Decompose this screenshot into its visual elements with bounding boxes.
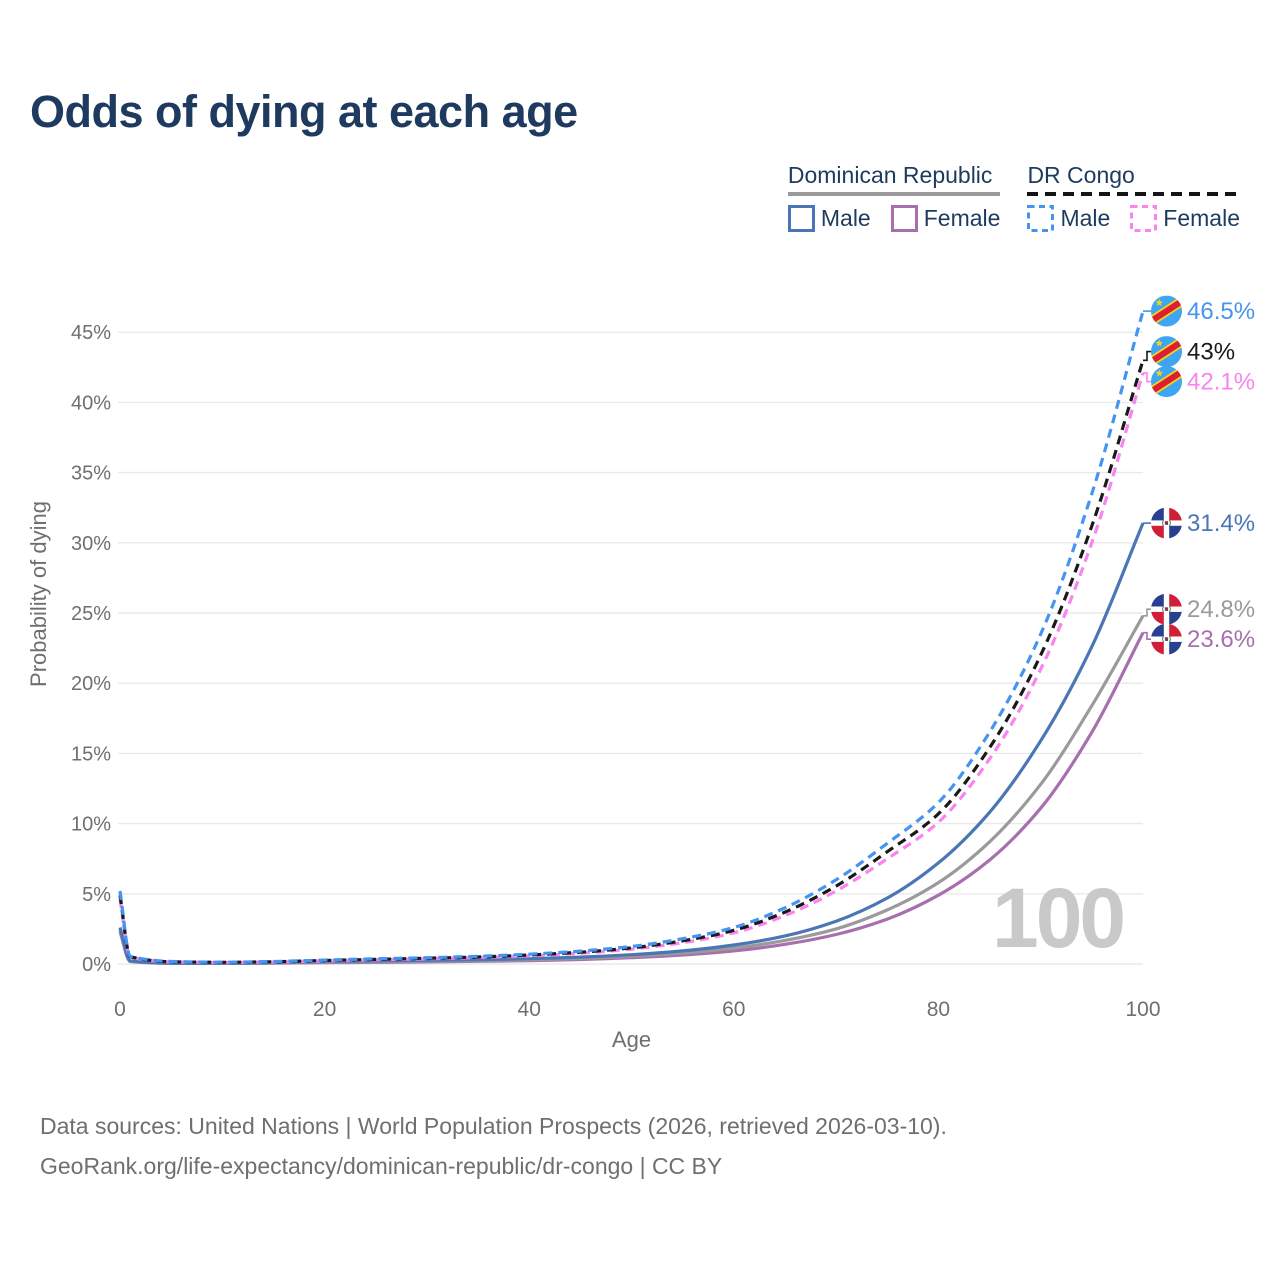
y-tick-label-45: 45% bbox=[71, 322, 111, 344]
legend: Dominican Republic Male Female DR Congo Male… bbox=[787, 162, 1240, 232]
y-tick-label-40: 40% bbox=[71, 392, 111, 414]
legend-group-title-dominican-republic: Dominican Republic bbox=[787, 162, 993, 188]
x-axis-title: Age bbox=[612, 1027, 651, 1052]
legend-underline-solid bbox=[787, 192, 1001, 196]
legend-items-row: Male Female bbox=[1027, 205, 1240, 232]
x-tick-label-60: 60 bbox=[722, 998, 745, 1021]
end-value-label-dr-congo-both-sexes: 43% bbox=[1187, 339, 1235, 366]
dominican-republic-flag-icon bbox=[1151, 508, 1182, 539]
y-tick-label-5: 5% bbox=[82, 884, 111, 906]
end-label-connector-dominican-republic-female bbox=[1143, 631, 1151, 640]
x-tick-label-20: 20 bbox=[313, 998, 336, 1021]
series-line-dr-congo-male bbox=[118, 310, 1145, 964]
legend-item-dr-congo-female[interactable]: Female bbox=[1130, 205, 1240, 232]
y-tick-label-15: 15% bbox=[71, 743, 111, 765]
legend-item-dominican-republic-male[interactable]: Male bbox=[787, 205, 871, 232]
footer: Data sources: United Nations | World Pop… bbox=[40, 1106, 947, 1186]
x-tick-label-40: 40 bbox=[518, 998, 541, 1021]
series-line-dr-congo-both-sexes bbox=[118, 359, 1145, 964]
end-value-label-dr-congo-male: 46.5% bbox=[1187, 298, 1255, 325]
legend-item-label: Female bbox=[1163, 205, 1240, 231]
end-label-connector-dr-congo-both-sexes bbox=[1143, 350, 1151, 362]
y-tick-label-25: 25% bbox=[71, 603, 111, 625]
y-axis-title: Probability of dying bbox=[26, 501, 51, 687]
age-counter-watermark: 100 bbox=[992, 871, 1126, 965]
legend-swatch-icon bbox=[890, 205, 918, 232]
legend-swatch-icon bbox=[787, 205, 815, 232]
series-line-dominican-republic-both-sexes bbox=[118, 615, 1145, 966]
end-label-connector-dominican-republic-both-sexes bbox=[1143, 608, 1151, 617]
end-value-label-dominican-republic-both-sexes: 24.8% bbox=[1187, 596, 1255, 623]
legend-group-title-dr-congo: DR Congo bbox=[1027, 162, 1135, 188]
legend-swatch-icon bbox=[1027, 205, 1055, 232]
dominican-republic-flag-icon bbox=[1151, 594, 1182, 625]
y-tick-label-35: 35% bbox=[71, 463, 111, 485]
legend-item-label: Male bbox=[1060, 205, 1111, 231]
series-line-dr-congo-female bbox=[118, 372, 1145, 965]
end-value-label-dr-congo-female: 42.1% bbox=[1187, 369, 1255, 396]
x-tick-label-80: 80 bbox=[927, 998, 950, 1021]
legend-group-dominican-republic: Dominican Republic Male Female bbox=[787, 162, 1001, 232]
y-tick-label-10: 10% bbox=[71, 814, 111, 836]
end-label-connector-dr-congo-female bbox=[1143, 372, 1151, 383]
end-value-label-dominican-republic-male: 31.4% bbox=[1187, 510, 1255, 537]
legend-items-row: Male Female bbox=[787, 205, 1001, 232]
line-chart: 0% 5% 10% 15% 20% 25% 30% 35% 40% 45% 0 20 40 60 80 100… bbox=[26, 0, 1255, 1052]
series-line-dominican-republic-female bbox=[118, 631, 1145, 965]
legend-group-dr-congo: DR Congo Male Female bbox=[1027, 162, 1240, 232]
footer-attribution-line: GeoRank.org/life-expectancy/dominican-re… bbox=[40, 1153, 723, 1179]
dominican-republic-flag-icon bbox=[1151, 624, 1182, 655]
x-tick-label-0: 0 bbox=[114, 998, 126, 1021]
footer-sources-line: Data sources: United Nations | World Pop… bbox=[40, 1113, 947, 1139]
x-tick-label-100: 100 bbox=[1125, 998, 1160, 1021]
page-title: Odds of dying at each age bbox=[30, 86, 578, 137]
legend-item-dominican-republic-female[interactable]: Female bbox=[890, 205, 1001, 232]
legend-underline-dashed bbox=[1027, 192, 1240, 196]
legend-item-label: Male bbox=[820, 205, 871, 231]
y-tick-label-30: 30% bbox=[71, 533, 111, 555]
end-value-label-dominican-republic-female: 23.6% bbox=[1187, 626, 1255, 653]
y-tick-label-0: 0% bbox=[82, 954, 111, 976]
y-tick-label-20: 20% bbox=[71, 673, 111, 695]
legend-item-label: Female bbox=[923, 205, 1001, 231]
legend-item-dr-congo-male[interactable]: Male bbox=[1027, 205, 1110, 232]
series-line-dominican-republic-male bbox=[118, 522, 1145, 965]
legend-swatch-icon bbox=[1130, 205, 1158, 232]
